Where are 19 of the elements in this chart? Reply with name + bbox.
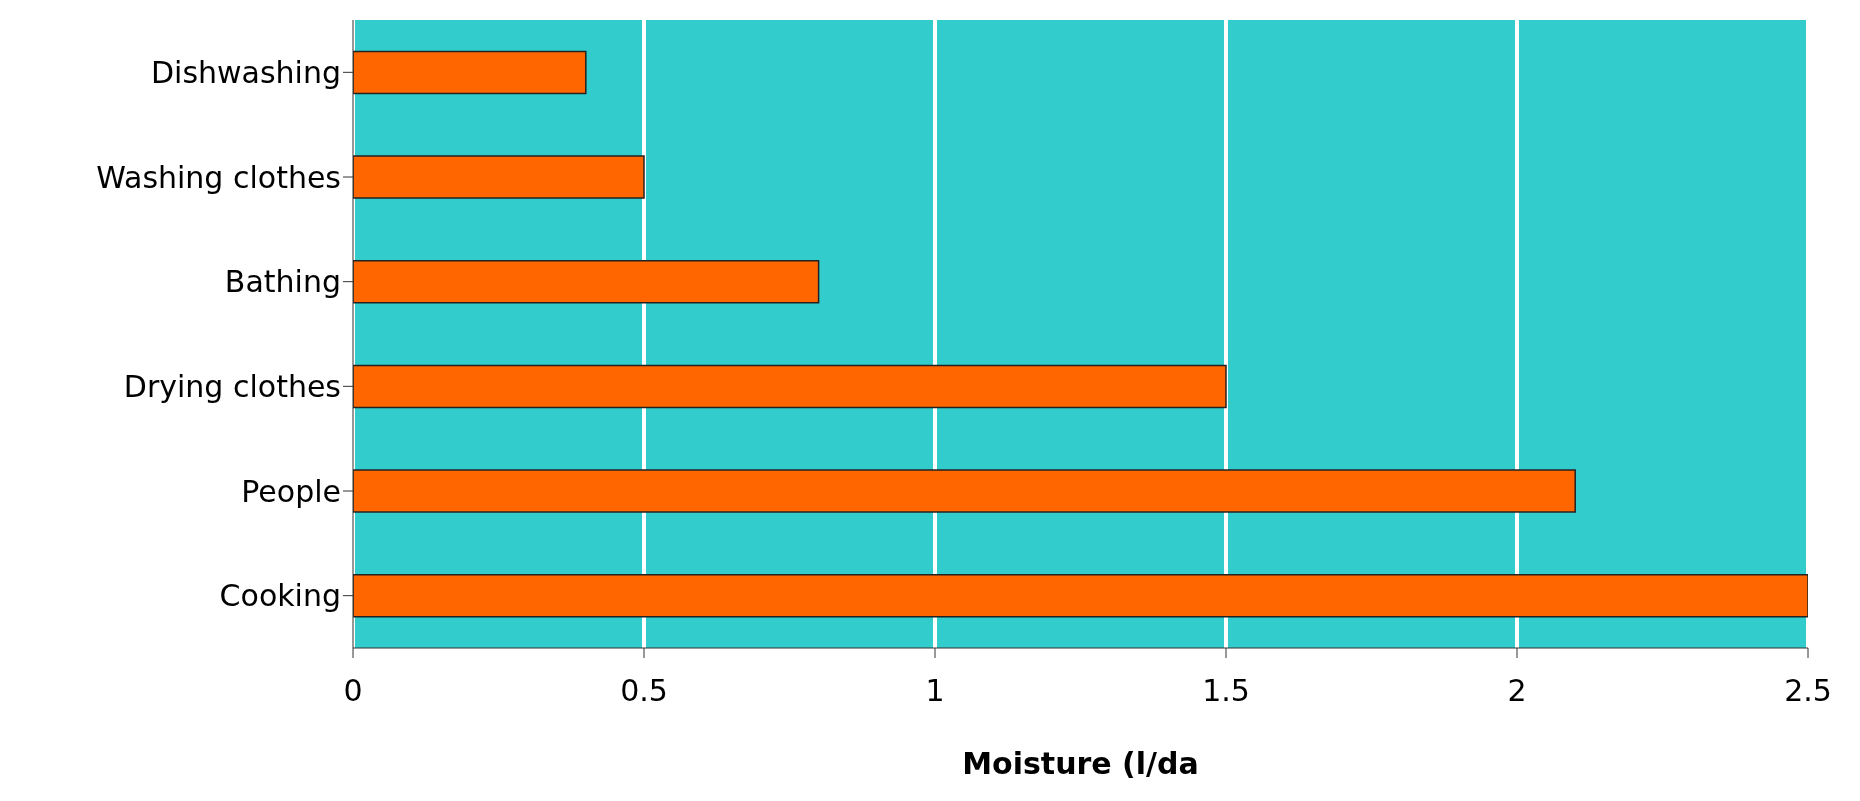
x-axis-title: Moisture (l/da: [962, 746, 1199, 781]
y-tick-label: Cooking: [219, 578, 341, 614]
bar: [353, 573, 1808, 618]
x-tick-label: 0: [343, 673, 363, 709]
bar: [353, 469, 1576, 513]
x-tick-label: 2.5: [1784, 673, 1832, 709]
y-tick-label: Bathing: [224, 264, 341, 300]
y-tick-label: Dishwashing: [150, 54, 341, 90]
bar: [353, 155, 645, 199]
y-tick-label: People: [241, 473, 341, 509]
x-tick-label: 0.5: [620, 673, 668, 709]
x-tick-label: 2: [1507, 673, 1527, 709]
bar: [353, 259, 820, 304]
x-tick-label: 1: [925, 673, 945, 709]
y-tick-label: Washing clothes: [96, 159, 341, 195]
y-tick-label: Drying clothes: [123, 368, 341, 404]
bar: [353, 364, 1227, 409]
x-tick-label: 1.5: [1202, 673, 1250, 709]
bar: [353, 50, 587, 95]
